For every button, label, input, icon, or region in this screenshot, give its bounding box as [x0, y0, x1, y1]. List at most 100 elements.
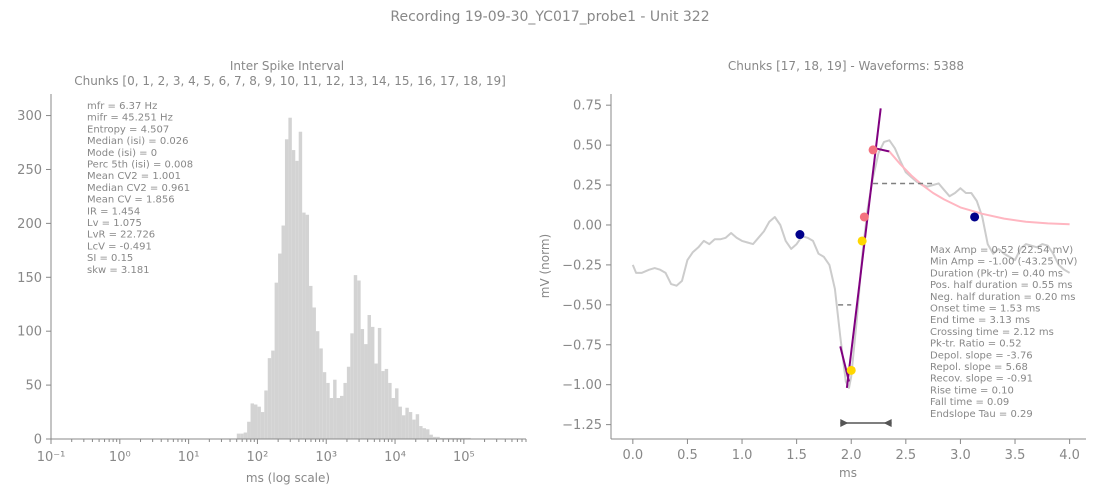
waveform-marker-rise [859, 212, 869, 222]
isi-bar [309, 285, 313, 439]
isi-bar [364, 344, 368, 439]
waveform-markers [795, 145, 980, 375]
isi-bar [377, 327, 382, 439]
isi-bar [453, 437, 457, 439]
isi-bar [350, 333, 354, 439]
isi-bar [384, 368, 389, 439]
isi-title: Inter Spike Interval [230, 59, 344, 73]
waveform-stat-line: Crossing time = 2.12 ms [930, 327, 1054, 338]
isi-stat-line: Perc 5th (isi) = 0.008 [87, 160, 193, 171]
isi-y-tick-label: 300 [17, 109, 42, 124]
isi-bar [333, 379, 337, 439]
waveform-stat-line: Fall time = 0.09 [930, 397, 1009, 408]
isi-bar [401, 415, 406, 439]
waveform-stat-line: Min Amp = -1.00 (-43.25 mV) [930, 257, 1078, 268]
isi-bar [432, 436, 437, 439]
waveform-y-label: mV (norm) [538, 234, 552, 298]
isi-y-tick-label: 200 [17, 217, 42, 232]
isi-bar [336, 398, 341, 439]
isi-stat-line: Median (isi) = 0.026 [87, 136, 188, 147]
isi-bar [302, 212, 306, 439]
isi-bar [281, 225, 285, 439]
isi-bar [381, 371, 385, 439]
isi-x-tick-label: 10² [247, 450, 269, 465]
waveform-x-tick-label: 3.5 [1005, 448, 1026, 463]
waveform-series-mean-waveform [631, 139, 1071, 389]
isi-x-tick-label: 10⁰ [109, 450, 131, 465]
waveform-y-tick-label: −0.50 [562, 298, 602, 313]
isi-bar [353, 275, 358, 439]
isi-bar [370, 326, 375, 439]
isi-bar [460, 437, 464, 439]
waveform-y-tick-label: 0.50 [573, 139, 602, 154]
waveform-y-tick-label: 0.00 [573, 218, 602, 233]
isi-bar [305, 214, 310, 439]
isi-x-tick-label: 10⁻¹ [37, 450, 66, 465]
isi-bar [374, 363, 378, 439]
isi-bar [288, 117, 292, 439]
isi-bar [367, 315, 371, 439]
isi-bar [260, 412, 265, 439]
isi-x-tick-label: 10¹ [178, 450, 200, 465]
isi-bar [271, 350, 275, 439]
isi-bar [429, 434, 433, 439]
isi-stat-line: LvR = 22.726 [87, 230, 155, 241]
isi-y-tick-label: 150 [17, 271, 42, 286]
waveform-series-endslope-decay-fit [888, 150, 1070, 226]
isi-bar [312, 307, 316, 439]
waveform-x-ticks: 0.0 0.5 1.0 1.5 2.0 2.5 3.0 3.5 4.0 [622, 439, 1080, 463]
isi-x-tick-label: 10³ [315, 450, 337, 465]
waveform-stat-line: Pk-tr. Ratio = 0.52 [930, 339, 1022, 350]
waveform-stat-line: Rise time = 0.10 [930, 385, 1014, 396]
waveform-stat-line: End time = 3.13 ms [930, 315, 1030, 326]
isi-bars [236, 117, 471, 439]
waveform-y-tick-label: −1.25 [562, 418, 602, 433]
waveform-y-tick-label: −1.00 [562, 378, 602, 393]
isi-stat-line: Mean CV2 = 1.001 [87, 171, 181, 182]
waveform-x-tick-label: 1.0 [732, 448, 753, 463]
isi-bar [408, 412, 413, 439]
isi-bar [391, 398, 396, 439]
isi-bar [264, 390, 268, 439]
isi-subtitle: Chunks [0, 1, 2, 3, 4, 5, 6, 7, 8, 9, 10… [74, 74, 506, 88]
isi-bar [278, 253, 282, 439]
isi-bar [247, 421, 251, 439]
waveform-stat-line: Depol. slope = -3.76 [930, 350, 1033, 361]
waveform-marker-crossing [857, 236, 867, 246]
waveform-marker-onset [795, 230, 805, 240]
isi-bar [267, 358, 272, 439]
isi-y-tick-label: 100 [17, 325, 42, 340]
isi-bar [295, 160, 299, 439]
isi-bar [443, 437, 447, 439]
waveform-x-tick-label: 2.0 [841, 448, 862, 463]
isi-bar [343, 382, 347, 439]
waveform-stat-line: Onset time = 1.53 ms [930, 304, 1040, 315]
isi-bar [340, 395, 344, 439]
isi-bar [243, 432, 248, 439]
waveform-title: Chunks [17, 18, 19] - Waveforms: 5388 [728, 59, 964, 73]
waveform-x-label: ms [839, 466, 857, 480]
isi-bar [422, 428, 427, 439]
isi-stat-line: Mode (isi) = 0 [87, 148, 157, 159]
waveform-y-tick-label: 0.75 [573, 99, 602, 114]
waveform-x-tick-label: 0.5 [677, 448, 698, 463]
isi-stat-line: Median CV2 = 0.961 [87, 183, 190, 194]
waveform-marker-trough [846, 365, 856, 375]
isi-bar [274, 282, 279, 439]
waveform-y-tick-label: −0.75 [562, 338, 602, 353]
isi-bar [291, 150, 296, 439]
waveform-stat-line: Endslope Tau = 0.29 [930, 409, 1033, 420]
isi-stat-line: Entropy = 4.507 [87, 124, 169, 135]
isi-bar [322, 372, 327, 439]
isi-bar [412, 419, 416, 439]
waveform-series-recovery-fit [875, 147, 890, 153]
isi-bar [446, 437, 451, 439]
isi-bar [329, 398, 334, 439]
isi-bar [398, 406, 402, 439]
isi-bar [236, 433, 241, 439]
waveform-lines [631, 108, 1071, 428]
isi-bar [439, 437, 444, 439]
